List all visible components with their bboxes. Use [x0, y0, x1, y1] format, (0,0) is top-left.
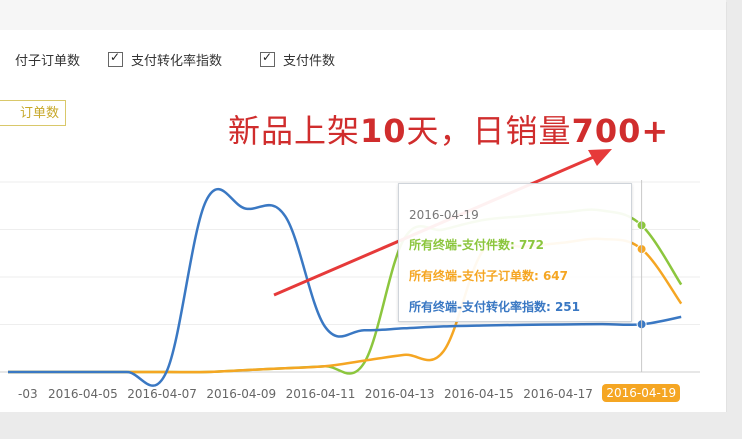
- tooltip-row-paid-suborders: 所有终端-支付子订单数: 647: [409, 269, 569, 283]
- header-band: [0, 0, 726, 30]
- x-tick-label: 2016-04-07: [127, 387, 197, 401]
- checkbox-label-paid-suborders: 付子订单数: [15, 54, 81, 69]
- headline-days: 10: [360, 112, 407, 150]
- tooltip-date: 2016-04-19: [409, 208, 479, 222]
- chart-tooltip: 2016-04-19 所有终端-支付件数: 772 所有终端-支付子订单数: 6…: [398, 183, 632, 322]
- checkbox-item-paid-suborders[interactable]: 付子订单数: [15, 50, 80, 69]
- headline-prefix: 新品上架: [228, 112, 361, 150]
- checkbox-item-paid-units[interactable]: 支付件数: [260, 50, 335, 69]
- checkbox-label-conversion-index: 支付转化率指数: [131, 54, 223, 69]
- checkbox-paid-units[interactable]: [260, 50, 275, 67]
- x-tick-label: 2016-04-15: [444, 387, 514, 401]
- headline-mid: 天，日销量: [406, 112, 572, 150]
- x-tick-label: 2016-04-11: [285, 387, 356, 401]
- annotation-arrow-head: [588, 149, 612, 166]
- checkbox-conversion-index[interactable]: [108, 50, 123, 67]
- tooltip-row-paid-units: 所有终端-支付件数: 772: [409, 238, 545, 252]
- x-tick-label: 2016-04-09: [206, 387, 277, 401]
- x-tick-label: 2016-04-05: [48, 387, 118, 401]
- legend-button-orders[interactable]: 订单数: [0, 100, 66, 126]
- checkbox-label-paid-units: 支付件数: [283, 54, 336, 69]
- headline-sales: 700+: [571, 112, 670, 150]
- x-tick-label: -03: [18, 387, 38, 401]
- checkbox-item-conversion-index[interactable]: 支付转化率指数: [108, 50, 222, 69]
- annotation-headline: 新品上架10天，日销量700+: [228, 106, 669, 152]
- x-tick-label: 2016-04-13: [364, 387, 435, 401]
- x-tick-label[interactable]: 2016-04-19: [602, 384, 681, 402]
- series-line-2: [8, 187, 682, 387]
- tooltip-row-conversion-index: 所有终端-支付转化率指数: 251: [409, 300, 581, 314]
- x-tick-label: 2016-04-17: [523, 387, 593, 401]
